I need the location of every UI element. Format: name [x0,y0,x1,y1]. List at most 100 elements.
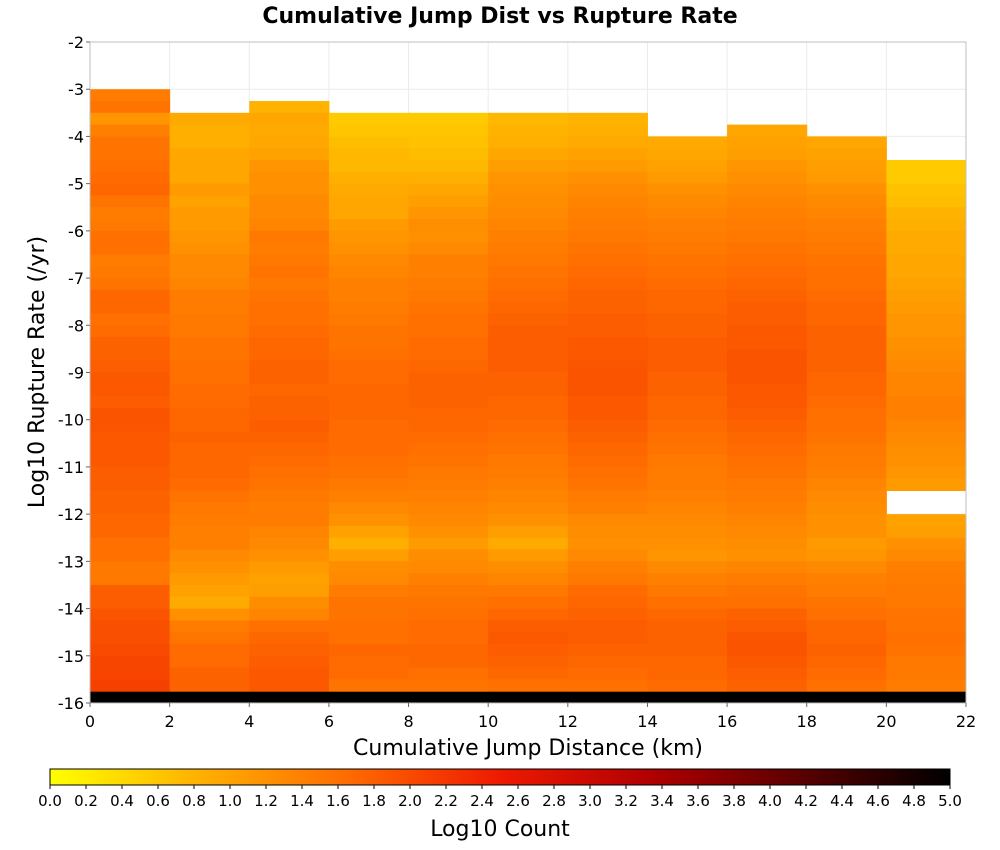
heatmap-cell [886,372,967,385]
heatmap-cell [488,596,569,610]
heatmap-cell [249,254,330,267]
heatmap-cell [886,160,967,173]
heatmap-cell [169,230,250,244]
heatmap-cell [886,537,967,551]
heatmap-cell [567,136,648,149]
x-axis-ticks: 0 2 4 6 8 10 12 14 16 18 20 22 [85,703,976,731]
heatmap-cell [408,337,489,350]
heatmap-cell [328,112,410,126]
heatmap-cell [567,514,648,527]
heatmap-cell [727,195,808,208]
x-tick-label: 6 [324,712,334,731]
heatmap-cell [488,419,569,433]
heatmap-cell [647,667,728,680]
heatmap-cell [647,230,728,244]
heatmap-cell [408,313,489,326]
heatmap-cell [647,502,728,515]
heatmap-cell [727,183,808,196]
heatmap-cell [488,679,569,692]
heatmap-cell [90,183,171,196]
heatmap-cell [328,289,410,303]
heatmap-cell [249,195,330,208]
heatmap-cell [408,537,489,551]
heatmap-cell [90,667,171,680]
heatmap-cell [90,195,171,208]
heatmap-cell [727,455,808,468]
heatmap-cell [90,478,171,492]
heatmap-cell [806,561,887,574]
x-tick-label: 16 [717,712,737,731]
heatmap-cell [408,289,489,303]
heatmap-cell [806,171,887,185]
heatmap-cell [328,325,410,338]
heatmap-cell [249,124,330,137]
heatmap-cell [90,301,171,314]
heatmap-cell [169,537,250,551]
heatmap-cell [567,478,648,492]
heatmap-cell [886,691,967,704]
heatmap-cell [169,407,250,421]
heatmap-cell [647,549,728,562]
heatmap-cell [488,490,569,503]
heatmap-cell [328,431,410,444]
colorbar-label: Log10 Count [430,817,570,842]
heatmap-cell [647,183,728,196]
heatmap-cell [328,337,410,350]
heatmap-cell [249,691,330,704]
heatmap-cell [408,431,489,444]
heatmap-cell [647,443,728,456]
heatmap-cell [647,348,728,362]
heatmap-cell [328,655,410,669]
heatmap-cell [249,431,330,444]
heatmap-cell [408,230,489,244]
heatmap-cell [90,289,171,303]
heatmap-cell [647,419,728,433]
heatmap-cell [169,561,250,574]
heatmap-cell [488,313,569,326]
heatmap-cell [328,242,410,255]
heatmap-cell [328,278,410,291]
y-tick-label: -7 [68,269,84,288]
heatmap-cell [90,242,171,255]
x-tick-label: 18 [797,712,817,731]
heatmap-cell [488,514,569,527]
heatmap-cell [169,183,250,196]
heatmap-cell [169,348,250,362]
heatmap-cell [567,372,648,385]
colorbar-tick-label: 1.2 [254,792,278,810]
heatmap-cell [488,655,569,669]
colorbar-tick-label: 1.6 [326,792,350,810]
heatmap-cell [806,301,887,314]
y-tick-label: -13 [58,552,84,571]
heatmap-cell [249,337,330,350]
heatmap-cell [886,242,967,255]
heatmap-cell [647,195,728,208]
heatmap-cell [567,466,648,480]
heatmap-cell [90,573,171,586]
heatmap-cell [169,171,250,185]
heatmap-cell [727,254,808,267]
heatmap-cell [488,561,569,574]
heatmap-cell [169,643,250,657]
heatmap-cell [169,136,250,149]
heatmap-cell [408,160,489,173]
heatmap-cell [488,136,569,149]
heatmap-cell [727,514,808,527]
heatmap-cell [886,171,967,185]
heatmap-cell [169,667,250,680]
heatmap-cell [408,207,489,220]
heatmap-cell [408,620,489,633]
heatmap-cell [408,443,489,456]
heatmap-cell [647,384,728,397]
heatmap-cell [328,348,410,362]
heatmap-cell [886,478,967,492]
heatmap-cell [169,608,250,621]
heatmap-cell [169,396,250,409]
heatmap-cell [328,266,410,279]
heatmap-cell [806,679,887,692]
heatmap-cell [806,372,887,385]
heatmap-cell [408,502,489,515]
colorbar-tick-label: 4.2 [794,792,818,810]
heatmap-cell [169,490,250,503]
x-tick-label: 12 [558,712,578,731]
